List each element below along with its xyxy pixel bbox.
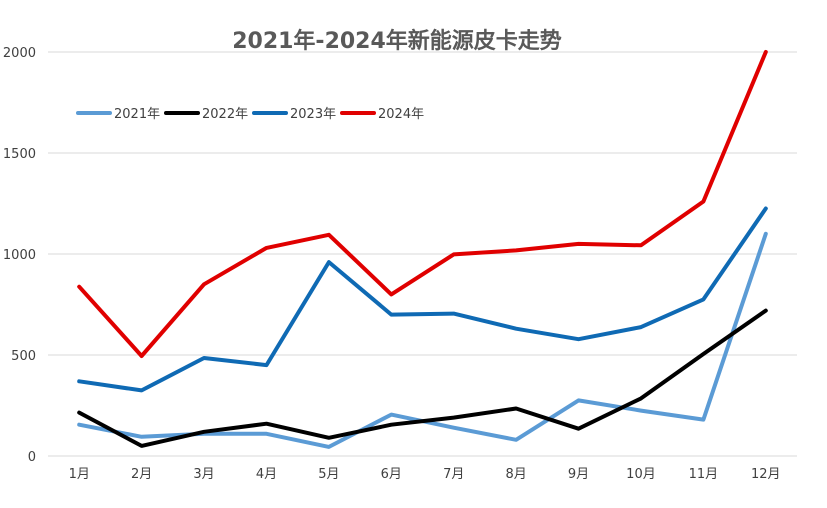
- gridlines: [48, 51, 797, 457]
- y-tick-label: 1000: [3, 248, 36, 263]
- series-line-2: [77, 308, 768, 448]
- x-tick-label: 4月: [256, 467, 277, 482]
- legend: 2021年 2022年 2023年 2024年: [76, 107, 424, 122]
- x-tick-label: 3月: [193, 467, 214, 482]
- series-lines: [77, 50, 768, 449]
- series-line-4: [77, 50, 768, 358]
- x-tick-label: 1月: [69, 467, 90, 482]
- x-tick-label: 2月: [131, 467, 152, 482]
- series-line-1: [77, 231, 768, 449]
- y-tick-label: 1500: [3, 147, 36, 162]
- x-tick-label: 12月: [751, 467, 781, 482]
- x-tick-label: 9月: [568, 467, 589, 482]
- x-tick-label: 6月: [381, 467, 402, 482]
- y-tick-label: 0: [28, 450, 36, 465]
- x-axis-ticks: 1月 2月 3月 4月 5月 6月 7月 8月 9月 10月 11月 12月: [69, 467, 781, 482]
- legend-label-2: 2022年: [202, 107, 248, 122]
- legend-label-4: 2024年: [378, 107, 424, 122]
- chart-title: 2021年-2024年新能源皮卡走势: [232, 28, 562, 54]
- x-tick-label: 8月: [505, 467, 526, 482]
- x-tick-label: 7月: [443, 467, 464, 482]
- x-tick-label: 11月: [689, 467, 719, 482]
- y-tick-label: 500: [11, 349, 36, 364]
- legend-label-3: 2023年: [290, 107, 336, 122]
- x-tick-label: 10月: [626, 467, 656, 482]
- series-line-3: [77, 206, 768, 393]
- y-tick-label: 2000: [3, 46, 36, 61]
- legend-label-1: 2021年: [114, 107, 160, 122]
- y-axis-ticks: 0 500 1000 1500 2000: [3, 46, 36, 465]
- x-tick-label: 5月: [318, 467, 339, 482]
